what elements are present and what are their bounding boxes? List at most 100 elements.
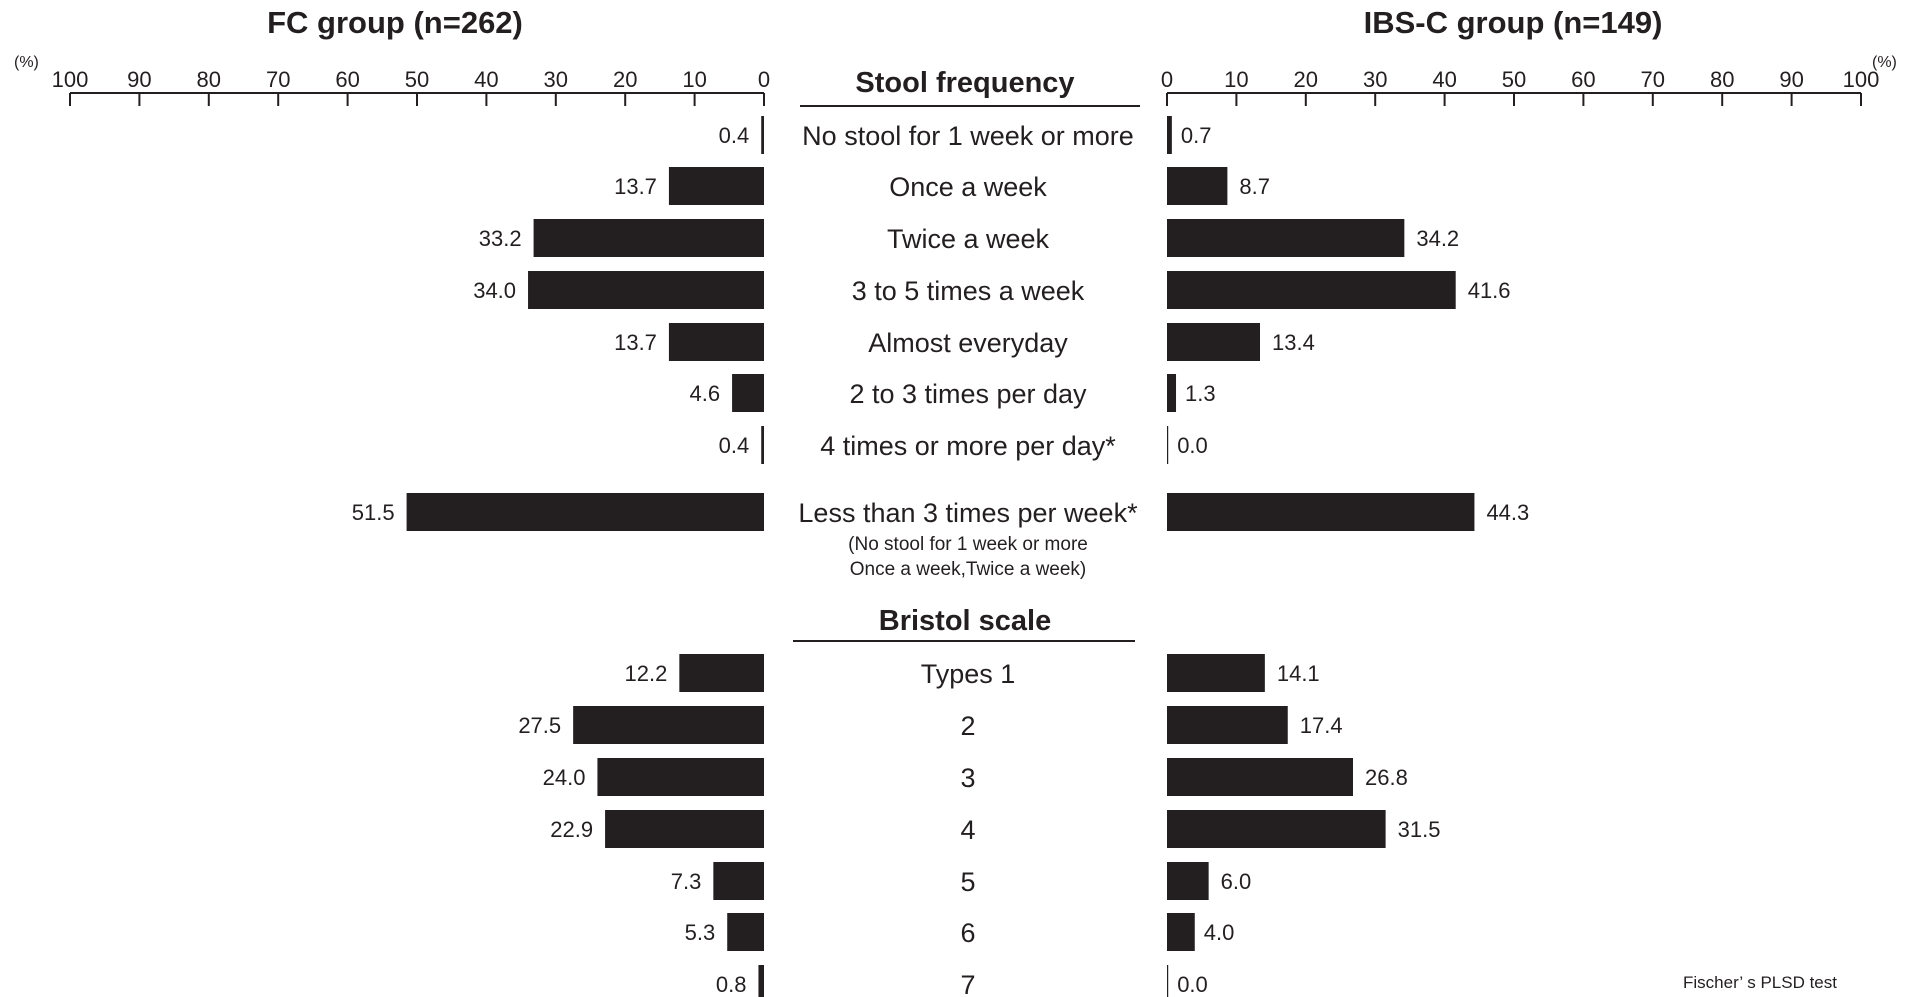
stool-frequency-rows: No stool for 1 week or more 0.4 0.7 Once a … (352, 116, 1529, 531)
subnote-line-2: Once a week,Twice a week) (850, 559, 1087, 580)
data-row: 3 to 5 times a week 34.0 41.6 (473, 271, 1511, 309)
fc-bar (732, 374, 764, 412)
left-tick-label: 90 (127, 67, 151, 92)
left-group-title: FC group (n=262) (267, 5, 523, 40)
right-tick-label: 80 (1710, 67, 1734, 92)
category-label: Types 1 (921, 659, 1016, 689)
fc-bar (533, 219, 764, 257)
fc-bar (668, 167, 764, 205)
left-tick-label: 50 (405, 67, 429, 92)
ibsc-value-label: 13.4 (1272, 330, 1315, 355)
fc-bar (605, 810, 764, 848)
data-row: 4 22.9 31.5 (550, 810, 1440, 848)
fc-value-label: 22.9 (550, 817, 593, 842)
fc-bar (761, 116, 764, 154)
fc-value-label: 0.4 (719, 433, 750, 458)
ibsc-bar (1167, 965, 1169, 997)
bristol-scale-rows: Types 1 12.2 14.1 2 27.5 17.4 3 24.0 26.8 4 22.9 31… (518, 654, 1440, 997)
ibsc-bar (1167, 116, 1172, 154)
fc-value-label: 0.4 (719, 123, 750, 148)
ibsc-value-label: 31.5 (1398, 817, 1441, 842)
ibsc-value-label: 44.3 (1486, 500, 1529, 525)
right-group-title: IBS-C group (n=149) (1364, 5, 1663, 40)
left-tick-label: 0 (758, 67, 770, 92)
category-label: 2 to 3 times per day (849, 379, 1087, 409)
ibsc-value-label: 17.4 (1300, 713, 1343, 738)
left-tick-label: 100 (52, 67, 89, 92)
ibsc-bar (1167, 706, 1288, 744)
left-unit-label: (%) (14, 54, 39, 71)
ibsc-bar (1167, 810, 1386, 848)
right-tick-label: 60 (1571, 67, 1595, 92)
right-tick-label: 40 (1432, 67, 1456, 92)
ibsc-bar (1167, 374, 1177, 412)
category-label: Almost everyday (868, 328, 1068, 358)
subnote-line-1: (No stool for 1 week or more (848, 534, 1088, 555)
right-unit-label: (%) (1872, 54, 1897, 71)
right-tick-label: 50 (1502, 67, 1526, 92)
fc-value-label: 13.7 (614, 330, 657, 355)
left-tick-label: 40 (474, 67, 498, 92)
ibsc-value-label: 0.0 (1177, 433, 1208, 458)
ibsc-bar (1167, 167, 1228, 205)
data-row: 7 0.8 0.0 (716, 965, 1208, 997)
fc-value-label: 4.6 (689, 381, 720, 406)
data-row: Types 1 12.2 14.1 (625, 654, 1320, 692)
fc-value-label: 7.3 (671, 869, 702, 894)
data-row: 2 to 3 times per day 4.6 1.3 (689, 374, 1216, 412)
ibsc-value-label: 14.1 (1277, 661, 1320, 686)
fc-value-label: 24.0 (543, 765, 586, 790)
data-row: Almost everyday 13.7 13.4 (614, 323, 1315, 361)
left-tick-label: 70 (266, 67, 290, 92)
data-row: 3 24.0 26.8 (543, 758, 1408, 796)
category-label: 6 (960, 918, 975, 948)
fc-bar (761, 426, 764, 464)
data-row: 5 7.3 6.0 (671, 862, 1251, 900)
category-label: 7 (960, 970, 975, 997)
right-axis-ticks: 0 10 20 30 40 50 60 70 80 90 100 (1161, 67, 1879, 106)
right-tick-label: 10 (1224, 67, 1248, 92)
right-tick-label: 30 (1363, 67, 1387, 92)
data-row: Less than 3 times per week* 51.5 44.3 (352, 493, 1529, 531)
right-tick-label: 90 (1779, 67, 1803, 92)
fc-value-label: 27.5 (518, 713, 561, 738)
left-tick-label: 20 (613, 67, 637, 92)
left-tick-label: 30 (544, 67, 568, 92)
right-tick-label: 0 (1161, 67, 1173, 92)
fc-bar (528, 271, 764, 309)
fc-bar (679, 654, 764, 692)
category-label: No stool for 1 week or more (802, 121, 1134, 151)
ibsc-bar (1167, 323, 1260, 361)
category-label: 3 to 5 times a week (852, 276, 1085, 306)
data-row: 4 times or more per day* 0.4 0.0 (719, 426, 1208, 464)
fc-value-label: 33.2 (479, 226, 522, 251)
ibsc-value-label: 1.3 (1185, 381, 1216, 406)
left-tick-label: 80 (197, 67, 221, 92)
fc-value-label: 5.3 (685, 920, 716, 945)
category-label: 2 (960, 711, 975, 741)
fc-bar (727, 913, 764, 951)
category-label: Once a week (889, 172, 1047, 202)
fc-value-label: 51.5 (352, 500, 395, 525)
data-row: Twice a week 33.2 34.2 (479, 219, 1459, 257)
left-tick-label: 60 (335, 67, 359, 92)
ibsc-value-label: 41.6 (1468, 278, 1511, 303)
right-tick-label: 70 (1641, 67, 1665, 92)
fc-bar (573, 706, 764, 744)
category-label: 4 (960, 815, 975, 845)
ibsc-value-label: 0.0 (1177, 972, 1208, 997)
fc-value-label: 12.2 (625, 661, 668, 686)
fc-value-label: 0.8 (716, 972, 747, 997)
section-heading-bristol-scale: Bristol scale (879, 605, 1051, 637)
ibsc-bar (1167, 862, 1209, 900)
fc-value-label: 13.7 (614, 174, 657, 199)
category-label: 5 (960, 867, 975, 897)
left-tick-label: 10 (682, 67, 706, 92)
category-label: Twice a week (887, 224, 1050, 254)
ibsc-bar (1167, 493, 1475, 531)
footnote: Fischer’ s PLSD test (1683, 973, 1837, 992)
fc-bar (406, 493, 764, 531)
ibsc-bar (1167, 913, 1195, 951)
ibsc-bar (1167, 654, 1265, 692)
